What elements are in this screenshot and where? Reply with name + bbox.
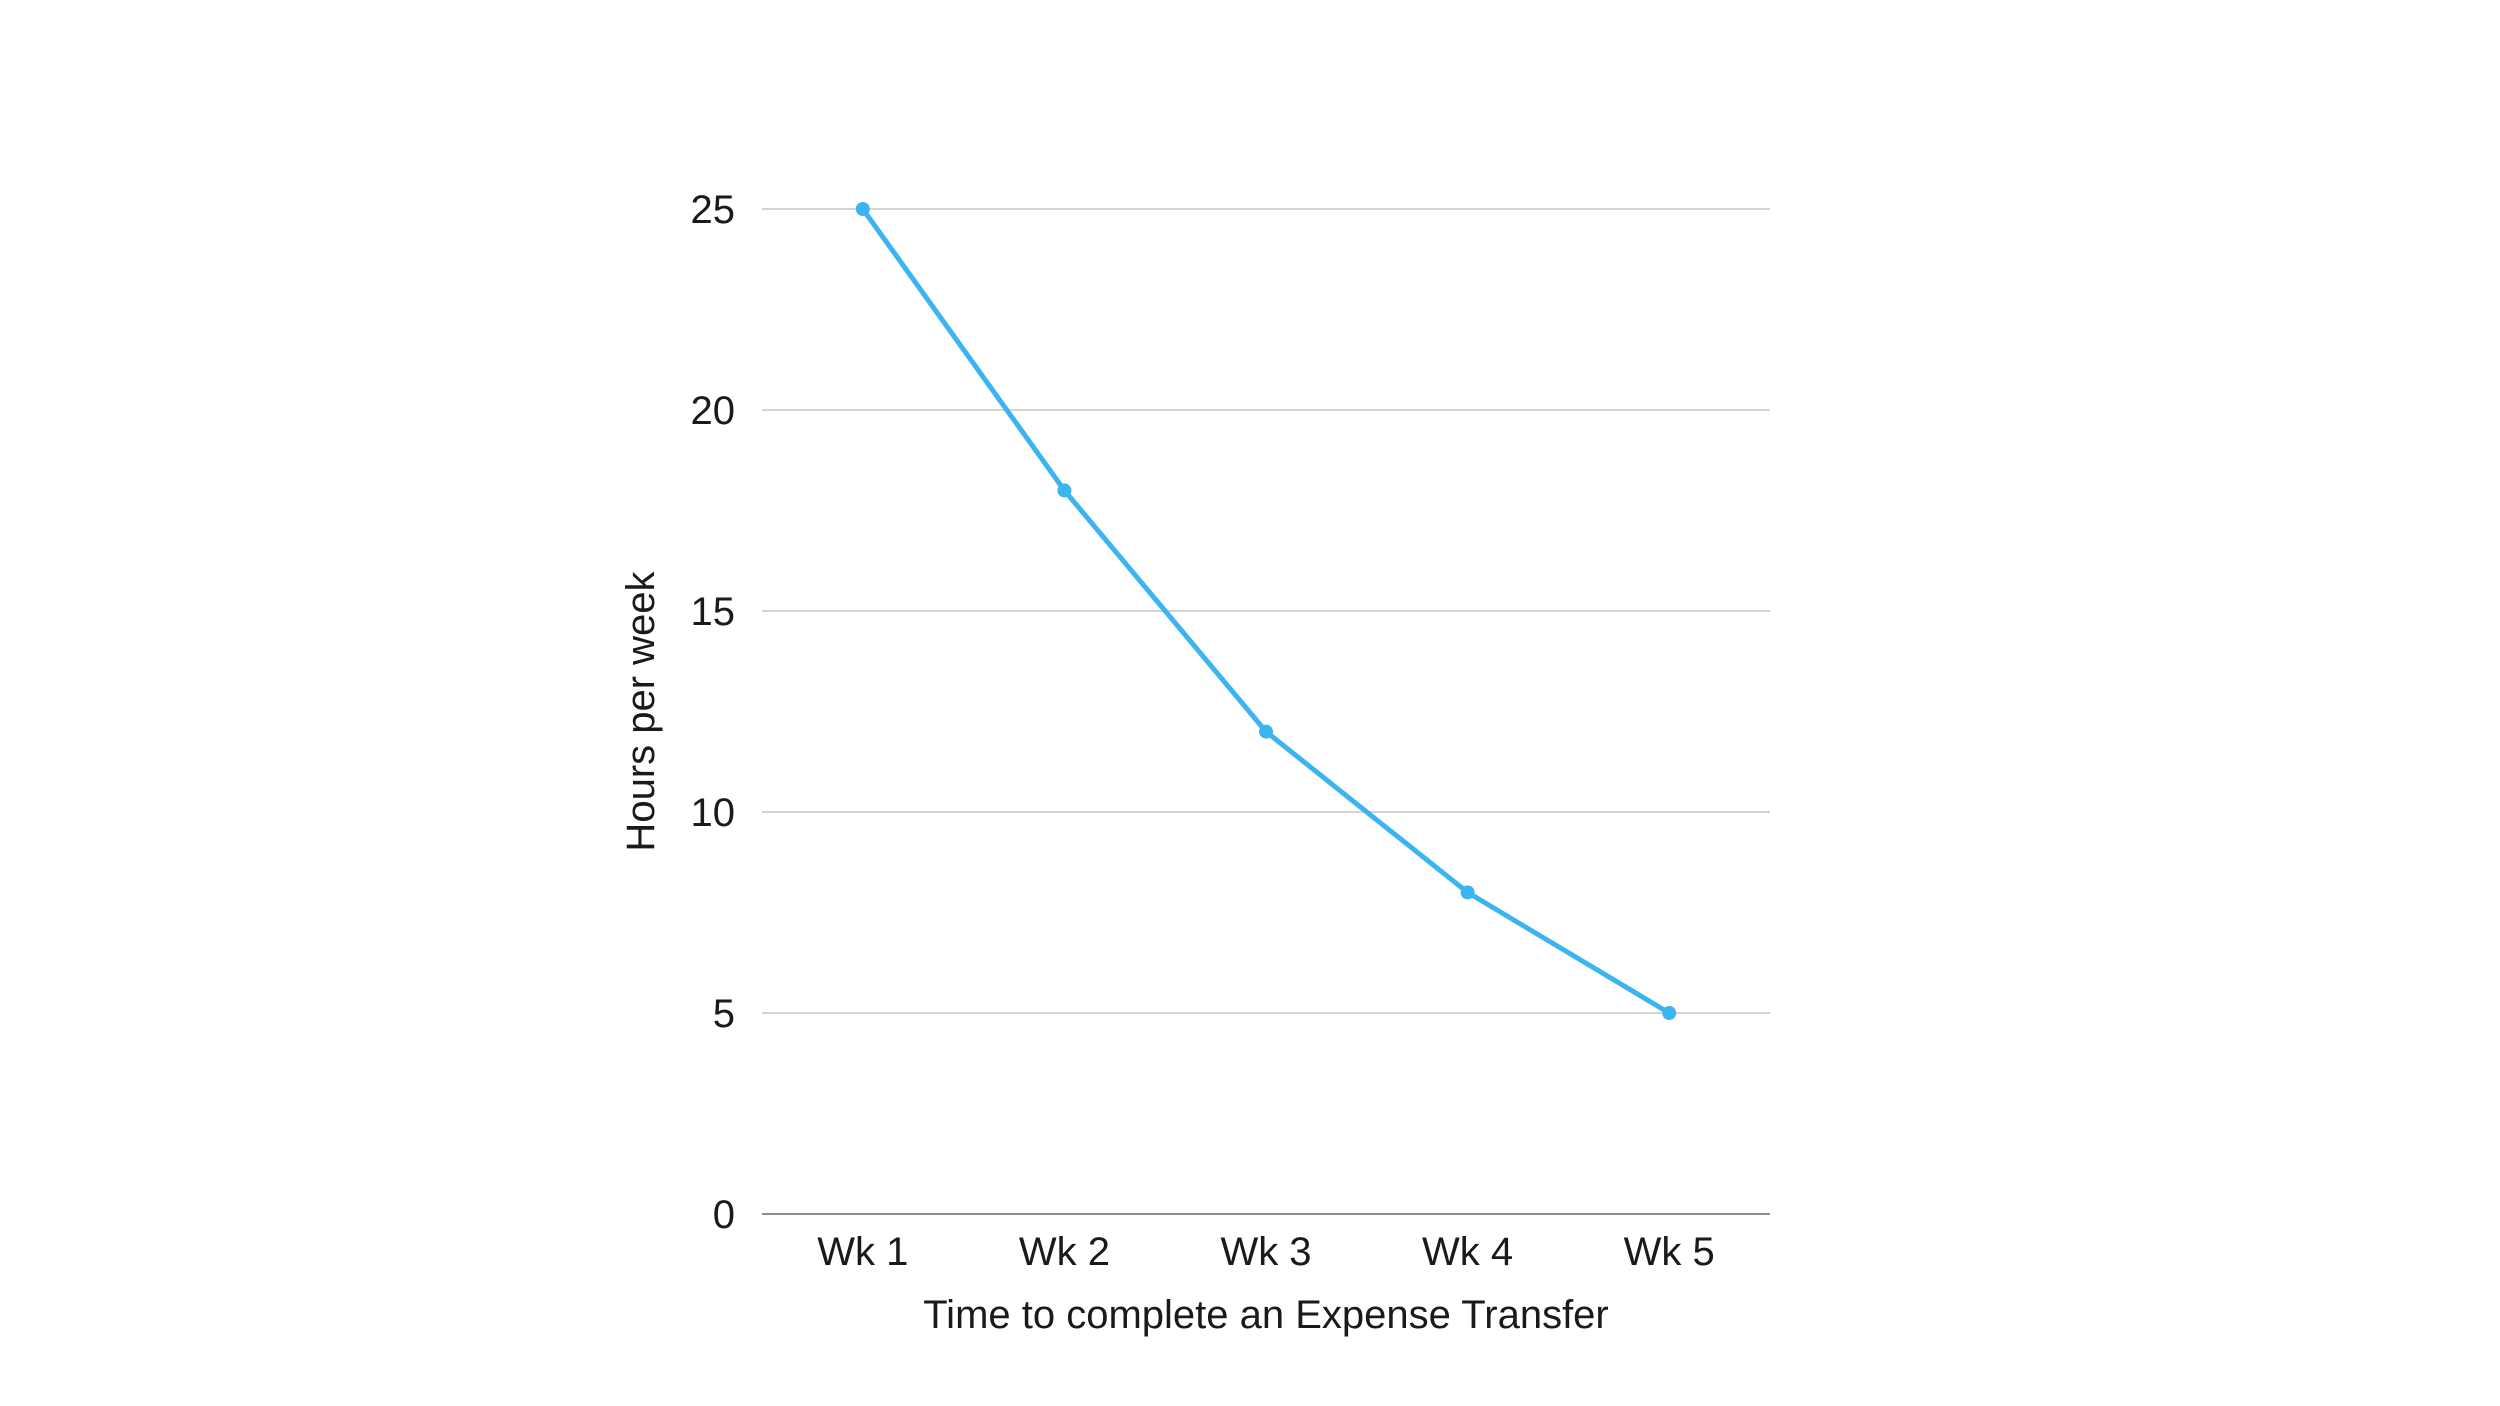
x-tick-label: Wk 4 — [1422, 1230, 1513, 1274]
series-layer — [855, 202, 1677, 1020]
x-tick-label: Wk 5 — [1624, 1230, 1715, 1274]
y-tick-label: 5 — [713, 992, 735, 1036]
data-point — [1662, 1006, 1677, 1020]
x-axis-ticks: Wk 1 Wk 2 Wk 3 Wk 4 Wk 5 — [817, 1230, 1715, 1274]
y-tick-label: 15 — [691, 590, 736, 634]
x-axis-title: Time to complete an Expense Transfer — [923, 1293, 1609, 1337]
x-tick-label: Wk 1 — [817, 1230, 908, 1274]
x-tick-label: Wk 2 — [1019, 1230, 1110, 1274]
data-point — [1259, 724, 1273, 739]
x-tick-label: Wk 3 — [1220, 1230, 1311, 1274]
y-tick-label: 0 — [713, 1193, 735, 1237]
data-point — [1460, 885, 1475, 900]
y-axis-title: Hours per week — [619, 570, 663, 851]
y-tick-label: 20 — [691, 389, 736, 433]
data-point — [855, 202, 870, 216]
y-axis-ticks: 0 5 10 15 20 25 — [691, 188, 736, 1237]
y-tick-label: 25 — [691, 188, 736, 232]
data-point — [1057, 483, 1072, 498]
y-tick-label: 10 — [691, 791, 736, 835]
gridlines — [762, 208, 1770, 1215]
